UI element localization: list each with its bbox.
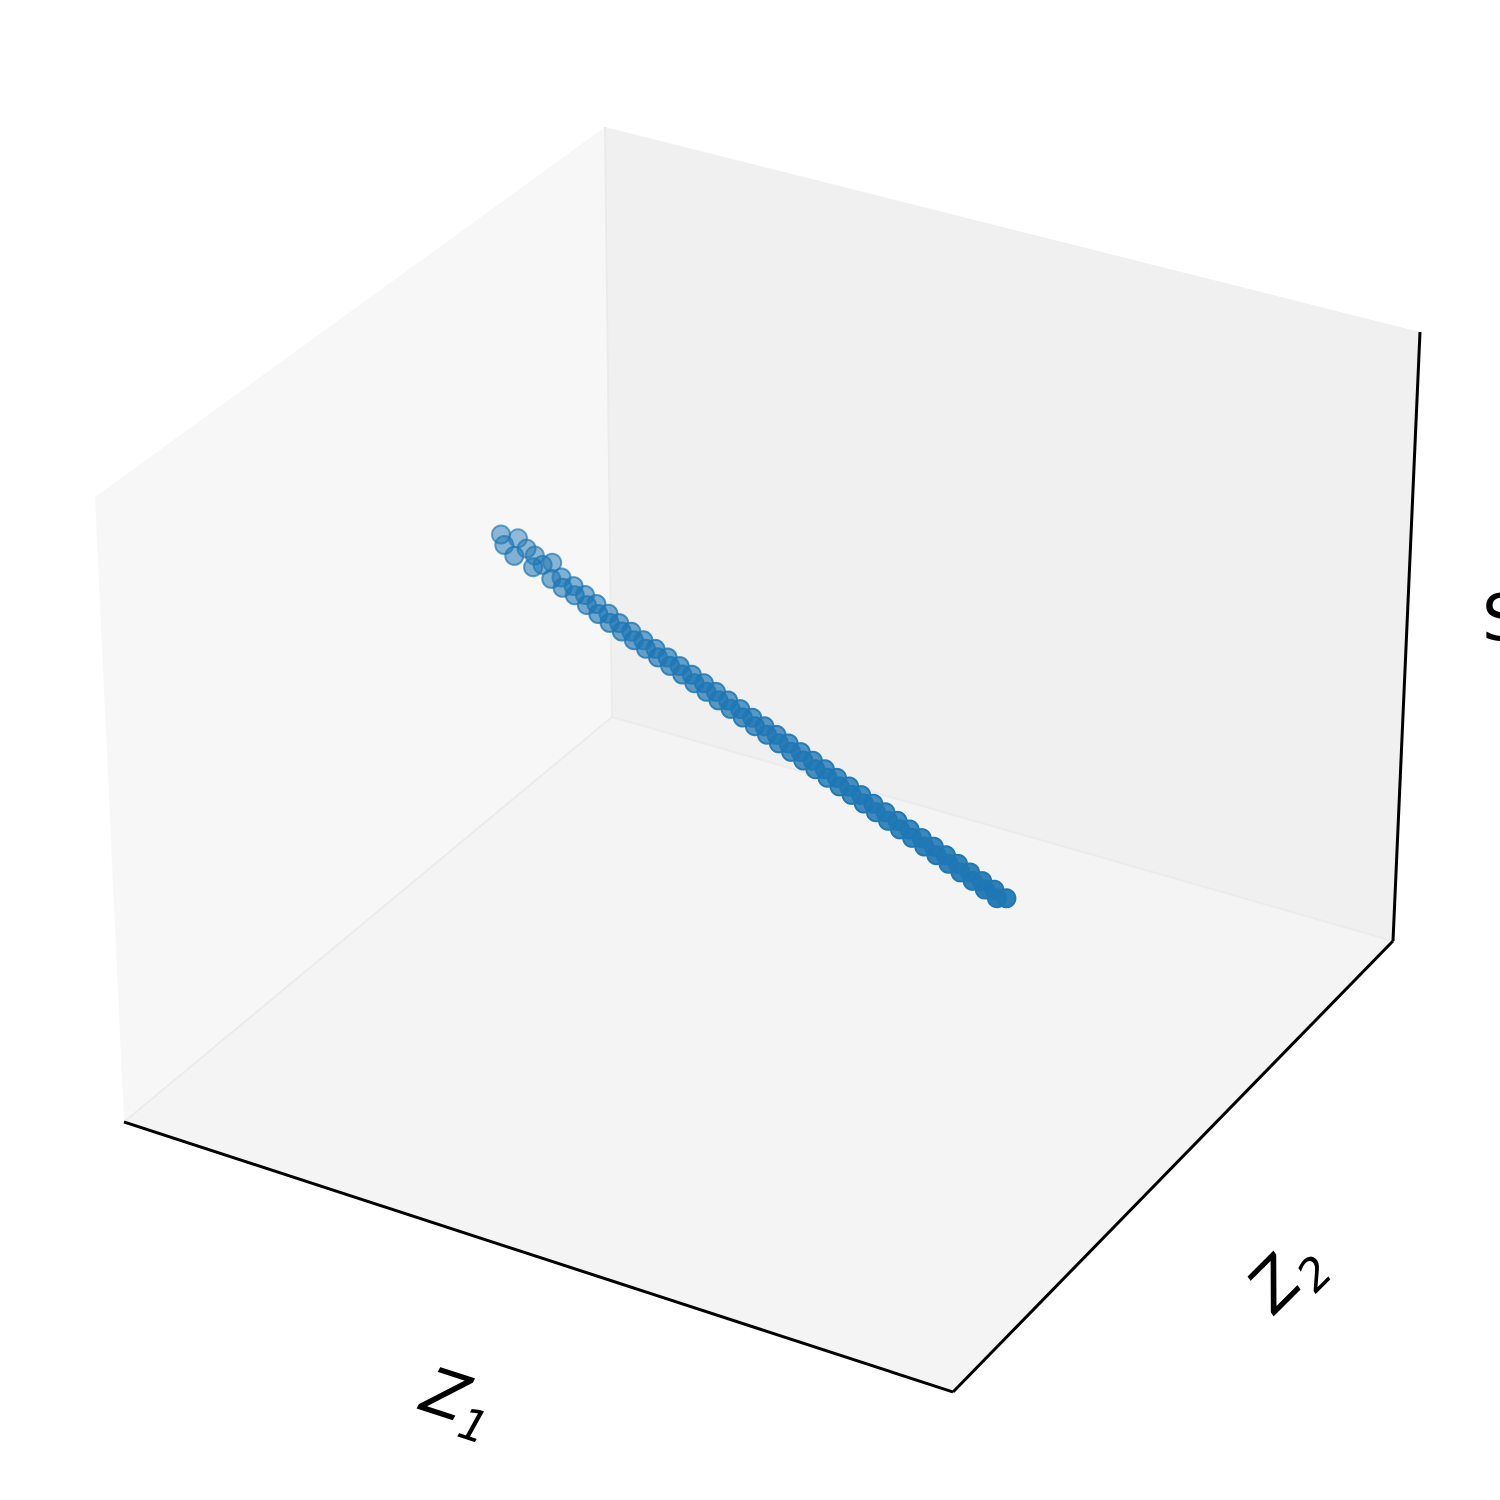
z-axis-label: S — [1482, 582, 1500, 656]
x-axis-line — [123, 1120, 954, 1394]
scatter-point — [523, 557, 544, 578]
left-pane — [95, 127, 612, 1122]
pane-edge-back-floor — [611, 716, 1394, 942]
back-pane — [605, 127, 1420, 941]
floor-pane — [124, 717, 1393, 1392]
x-axis-label: Z1 — [408, 1353, 504, 1455]
scatter-points — [491, 524, 1017, 909]
z-axis-line — [1391, 331, 1422, 942]
scatter-point — [504, 545, 525, 566]
y-axis-label: Z2 — [1232, 1224, 1343, 1335]
y-axis-line — [951, 939, 1395, 1394]
axes-panes — [95, 126, 1420, 1392]
pane-edge-floor-back — [123, 716, 613, 1123]
axis-lines — [123, 331, 1422, 1394]
scatter-point — [986, 888, 1007, 909]
